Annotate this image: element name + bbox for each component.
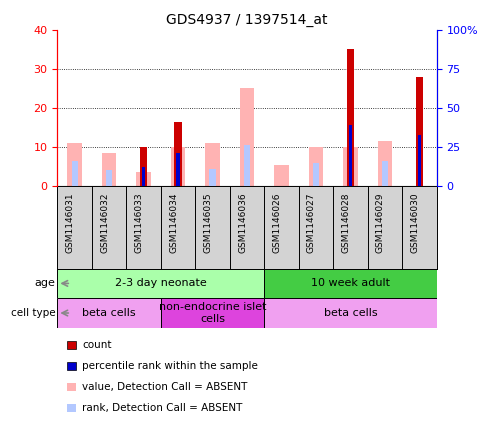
Text: GSM1146030: GSM1146030	[410, 193, 419, 253]
Bar	[161, 298, 264, 328]
Bar	[210, 168, 216, 186]
Bar	[349, 126, 352, 186]
Bar	[57, 269, 264, 298]
Bar	[106, 170, 112, 186]
Bar	[102, 153, 116, 186]
Text: cell type: cell type	[10, 308, 55, 318]
Bar	[274, 165, 289, 186]
Text: beta cells: beta cells	[324, 308, 377, 318]
Title: GDS4937 / 1397514_at: GDS4937 / 1397514_at	[166, 13, 328, 27]
Bar	[174, 121, 182, 186]
Bar	[171, 147, 185, 186]
Text: rank, Detection Call = ABSENT: rank, Detection Call = ABSENT	[82, 403, 243, 413]
Bar	[313, 163, 319, 186]
Text: 2-3 day neonate: 2-3 day neonate	[115, 278, 207, 288]
Bar	[142, 167, 145, 186]
Text: 10 week adult: 10 week adult	[311, 278, 390, 288]
Text: value, Detection Call = ABSENT: value, Detection Call = ABSENT	[82, 382, 248, 392]
Bar	[378, 141, 392, 186]
Text: count: count	[82, 340, 112, 350]
Bar	[71, 161, 78, 186]
Text: GSM1146036: GSM1146036	[238, 193, 247, 253]
Text: non-endocrine islet
cells: non-endocrine islet cells	[159, 302, 266, 324]
Text: GSM1146026: GSM1146026	[272, 193, 281, 253]
Bar	[205, 143, 220, 186]
Text: age: age	[34, 278, 55, 288]
Bar	[264, 269, 437, 298]
Bar	[141, 168, 147, 186]
Text: GSM1146034: GSM1146034	[169, 193, 178, 253]
Text: GSM1146028: GSM1146028	[341, 193, 350, 253]
Text: beta cells: beta cells	[82, 308, 136, 318]
Text: percentile rank within the sample: percentile rank within the sample	[82, 361, 258, 371]
Bar	[416, 77, 423, 186]
Text: GSM1146031: GSM1146031	[66, 193, 75, 253]
Text: GSM1146033: GSM1146033	[135, 193, 144, 253]
Bar	[347, 161, 353, 186]
Bar	[57, 298, 161, 328]
Bar	[343, 147, 358, 186]
Bar	[347, 49, 354, 186]
Bar	[264, 298, 437, 328]
Bar	[140, 147, 147, 186]
Bar	[418, 135, 421, 186]
Text: GSM1146029: GSM1146029	[376, 193, 385, 253]
Text: GSM1146027: GSM1146027	[307, 193, 316, 253]
Bar	[309, 147, 323, 186]
Bar	[244, 145, 250, 186]
Bar	[382, 161, 388, 186]
Bar	[240, 88, 254, 186]
Text: GSM1146035: GSM1146035	[204, 193, 213, 253]
Bar	[176, 153, 180, 186]
Bar	[136, 173, 151, 186]
Text: GSM1146032: GSM1146032	[100, 193, 109, 253]
Bar	[67, 143, 82, 186]
